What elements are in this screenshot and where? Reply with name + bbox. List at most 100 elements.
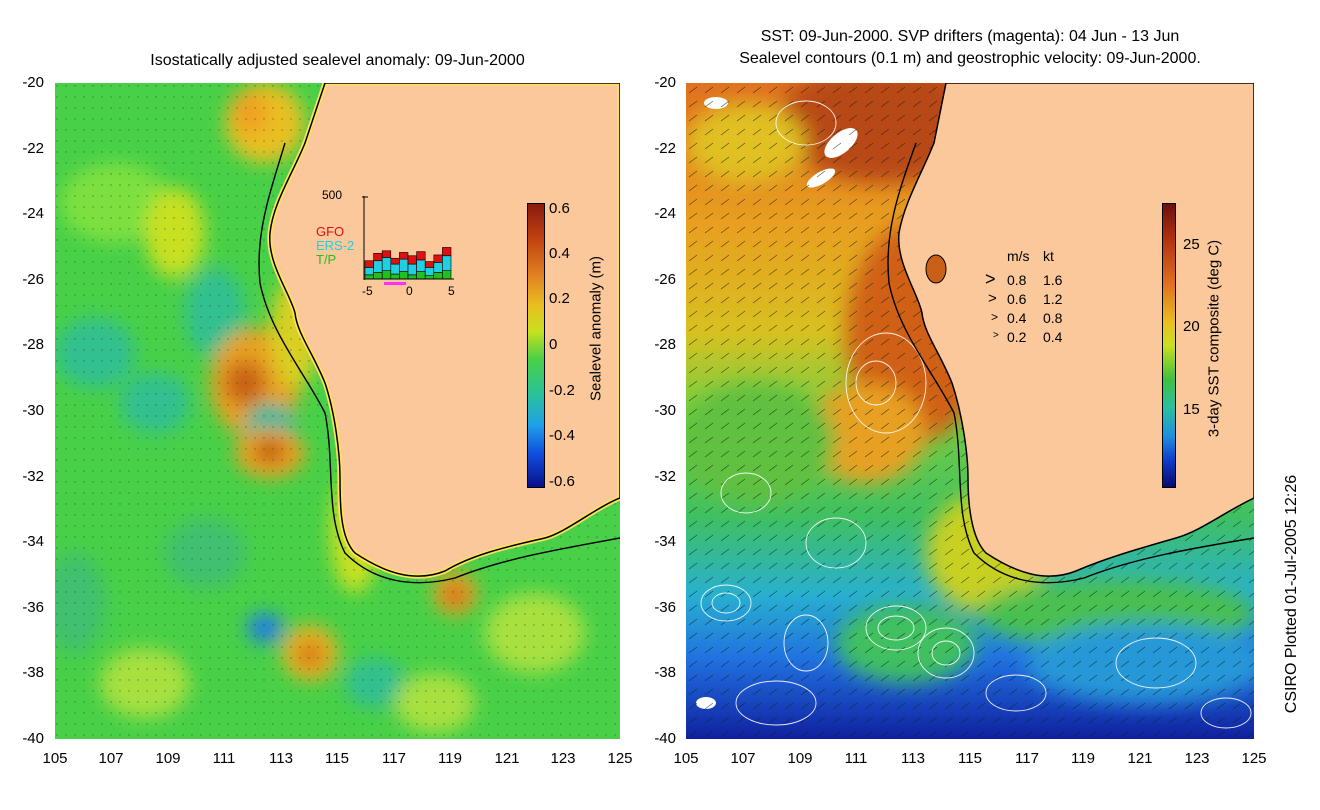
right-y-tick: -22: [654, 140, 676, 157]
right-x-tick: 105: [673, 750, 699, 767]
inset-bar-ers: [424, 267, 435, 276]
inset-bar-ers: [399, 258, 409, 272]
left-x-tick: 117: [382, 750, 406, 767]
inset-bar-ers: [373, 260, 383, 273]
left-y-tick: -24: [22, 205, 44, 222]
left-x-tick: 111: [212, 750, 236, 767]
colorbar-tick: 0: [549, 336, 558, 353]
left-y-tick: -20: [22, 74, 44, 91]
velocity-legend-kt: 1.6: [1043, 272, 1063, 288]
inset-bar-ers: [433, 262, 443, 273]
inset-bar-gfo: [442, 247, 452, 257]
inset-x-tick: -5: [362, 284, 373, 298]
right-y-tick: -30: [654, 402, 676, 419]
colorbar-tick: 0.6: [549, 200, 570, 217]
left-y-tick: -28: [22, 336, 44, 353]
right-y-tick: -32: [654, 468, 676, 485]
right-x-tick: 107: [730, 750, 756, 767]
right-y-tick: -36: [654, 599, 676, 616]
inset-bar-ers: [416, 259, 426, 272]
left-x-tick: 109: [155, 750, 181, 767]
velocity-legend-kt: 0.8: [1043, 310, 1063, 326]
right-x-tick: 125: [1241, 750, 1267, 767]
left-y-tick: -30: [22, 402, 44, 419]
right-panel-title-line1: SST: 09-Jun-2000. SVP drifters (magenta)…: [760, 28, 1180, 45]
left-x-tick: 125: [607, 750, 633, 767]
inset-legend-gfo: GFO: [316, 224, 345, 239]
inset-bar-ers: [407, 263, 417, 276]
inset-bar-tp: [373, 272, 383, 280]
inset-bar-ers: [381, 257, 392, 271]
left-x-tick: 115: [325, 750, 349, 767]
right-panel-title-line2: Sealevel contours (0.1 m) and geostrophi…: [739, 50, 1201, 67]
right-y-tick: -20: [654, 74, 676, 91]
right-y-tick: -38: [654, 664, 676, 681]
left-y-tick: -40: [22, 730, 44, 747]
right-x-tick: 113: [901, 750, 925, 767]
inset-bar-ers: [390, 263, 400, 275]
right-x-tick: 115: [958, 750, 982, 767]
inset-y-max-label: 500: [322, 188, 343, 202]
arrow-scale-icon: >: [993, 330, 999, 341]
inset-bar-gfo: [407, 255, 417, 265]
inset-legend-tp: T/P: [316, 252, 337, 267]
inset-bar-tp: [364, 274, 374, 280]
velocity-legend: m/s kt > 0.8 1.6 > 0.6 1.2 > 0.4 0.8 > 0…: [985, 248, 1085, 348]
right-y-tick: -34: [654, 533, 676, 550]
sealevel-anomaly-map: [55, 83, 620, 739]
inset-bar-tp: [416, 271, 426, 280]
sst-colorbar: [1162, 203, 1176, 488]
left-y-tick: -34: [22, 533, 44, 550]
colorbar-tick: 0.4: [549, 245, 570, 262]
inset-bar-gfo: [381, 250, 392, 258]
inset-bar-gfo: [416, 251, 426, 261]
left-y-tick: -32: [22, 468, 44, 485]
right-x-tick: 121: [1127, 750, 1153, 767]
inset-bar-gfo: [364, 260, 374, 268]
left-x-tick: 121: [494, 750, 520, 767]
inset-x-tick: 0: [406, 284, 413, 298]
left-x-tick: 107: [98, 750, 124, 767]
velocity-legend-ms: 0.2: [1007, 329, 1027, 345]
left-y-tick: -26: [22, 271, 44, 288]
velocity-legend-header-kt: kt: [1043, 248, 1054, 264]
inset-bar-gfo: [433, 254, 443, 263]
velocity-legend-kt: 0.4: [1043, 329, 1063, 345]
velocity-legend-ms: 0.4: [1007, 310, 1027, 326]
right-y-tick: -28: [654, 336, 676, 353]
inset-bar-chart: [362, 196, 454, 280]
inset-bar-gfo: [424, 261, 435, 268]
left-y-tick: -36: [22, 599, 44, 616]
inset-bar-tp: [399, 271, 409, 280]
right-y-tick: -24: [654, 205, 676, 222]
inset-drifter-bar: [384, 282, 406, 285]
arrow-scale-icon: >: [985, 269, 996, 289]
right-x-tick: 119: [1071, 750, 1095, 767]
right-y-tick: -40: [654, 730, 676, 747]
sealevel-colorbar-label: Sealevel anomaly (m): [587, 255, 605, 402]
arrow-scale-icon: >: [988, 290, 997, 307]
left-y-tick: -38: [22, 664, 44, 681]
inset-bar-ers: [364, 267, 374, 276]
footer-credit: CSIRO Plotted 01-Jul-2005 12:26: [1283, 474, 1300, 714]
left-y-tick: -22: [22, 140, 44, 157]
right-x-tick: 109: [787, 750, 813, 767]
right-x-tick: 123: [1184, 750, 1210, 767]
satellite-inset: 500 GFO ERS-2 T/P -5 0 5: [312, 188, 462, 298]
right-x-tick: 117: [1015, 750, 1039, 767]
left-x-tick: 105: [42, 750, 68, 767]
inset-x-tick: 5: [448, 284, 455, 298]
colorbar-tick: -0.2: [549, 382, 575, 399]
colorbar-tick: 0.2: [549, 290, 570, 307]
colorbar-tick: 15: [1183, 401, 1200, 418]
left-x-tick: 113: [269, 750, 293, 767]
inset-bar-tp: [390, 273, 400, 280]
inset-bar-tp: [407, 274, 417, 280]
left-x-tick: 119: [438, 750, 462, 767]
velocity-legend-ms: 0.6: [1007, 291, 1027, 307]
sealevel-colorbar: [527, 203, 545, 488]
colorbar-tick: 20: [1183, 318, 1200, 335]
inset-legend-ers2: ERS-2: [316, 238, 355, 253]
inset-bar-gfo: [373, 252, 383, 262]
colorbar-tick: -0.4: [549, 427, 575, 444]
